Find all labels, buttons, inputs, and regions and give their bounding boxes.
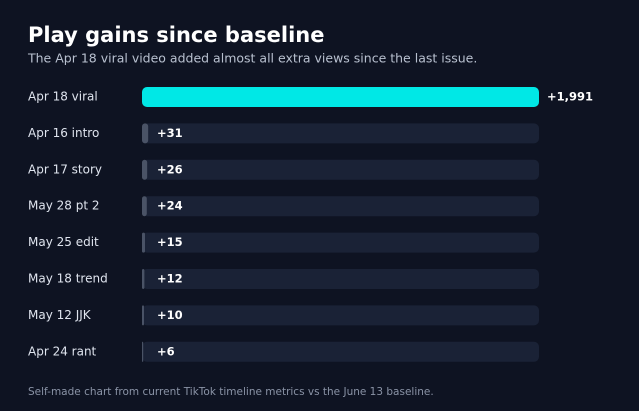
value-label: +31 [157,126,183,140]
bar-track [142,269,539,289]
value-label: +10 [157,308,183,322]
chart-title: Play gains since baseline [28,23,324,47]
category-label: Apr 24 rant [28,344,97,358]
bar [142,305,144,326]
category-label: Apr 16 intro [28,126,99,140]
category-label: May 25 edit [28,235,99,249]
category-label: May 28 pt 2 [28,199,99,213]
bar-track [142,305,539,326]
bar-track [142,341,539,362]
value-label: +12 [157,272,183,286]
value-label: +26 [157,162,183,176]
value-label: +15 [157,235,183,249]
bar-track [142,232,539,253]
category-label: Apr 17 story [28,162,102,176]
bar [142,341,144,362]
value-label: +24 [157,199,183,213]
category-label: May 18 trend [28,272,108,286]
category-label: Apr 18 viral [28,90,98,104]
footnote: Self-made chart from current TikTok time… [28,386,434,398]
bar [142,159,148,180]
value-label: +1,991 [547,90,593,104]
bar-track [142,123,539,144]
bar-track [142,159,539,180]
category-label: May 12 JJK [28,308,92,322]
bar [142,269,145,289]
bar [142,87,539,107]
bar [142,196,147,217]
bar [142,232,145,253]
bar [142,123,149,144]
value-label: +6 [157,344,175,358]
chart-subtitle: The Apr 18 viral video added almost all … [27,51,477,66]
bar-track [142,196,539,217]
